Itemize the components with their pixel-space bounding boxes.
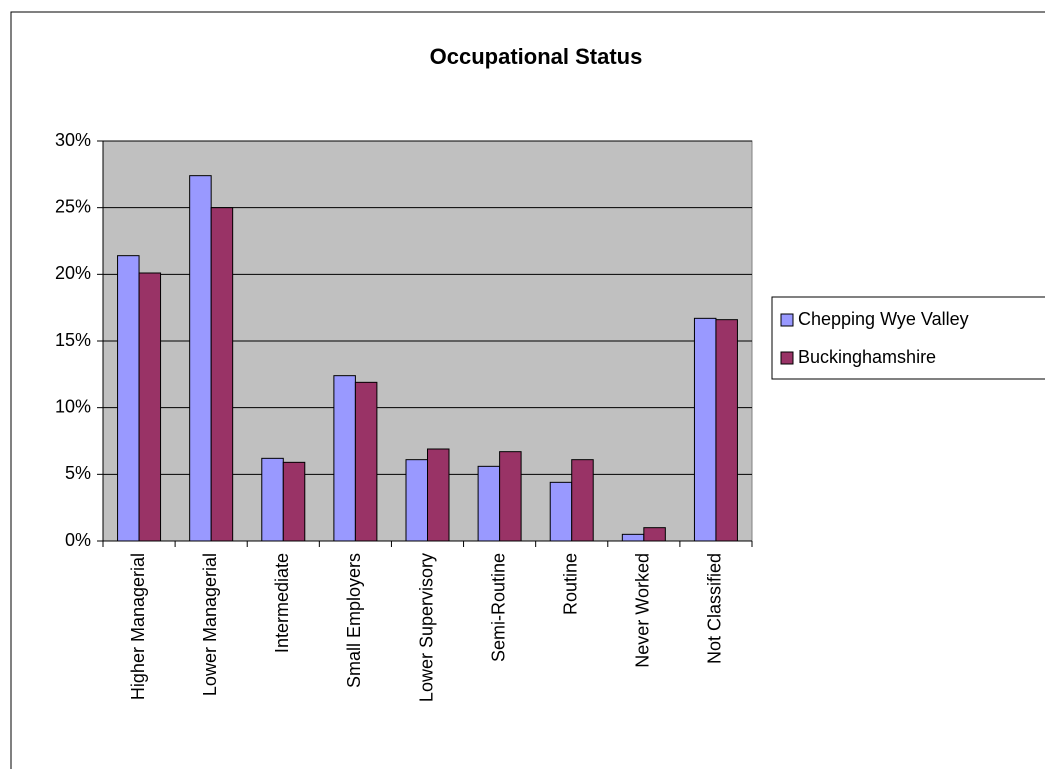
y-tick-label: 20% <box>55 263 91 283</box>
bar <box>693 317 717 542</box>
x-tick-label: Lower Supervisory <box>416 553 436 702</box>
legend-label: Buckinghamshire <box>798 347 936 367</box>
bar <box>138 272 162 542</box>
bar <box>499 451 522 542</box>
x-tick-label: Routine <box>560 553 580 615</box>
bar <box>333 375 356 542</box>
x-tick-label: Higher Managerial <box>128 553 148 700</box>
bar <box>405 459 428 542</box>
legend-swatch <box>780 313 794 327</box>
y-tick-label: 10% <box>55 396 91 416</box>
bar <box>354 381 378 542</box>
y-tick-label: 0% <box>65 530 91 550</box>
bar <box>643 527 666 542</box>
y-tick-label: 15% <box>55 330 91 350</box>
chart-title: Occupational Status <box>430 44 643 69</box>
bar <box>282 461 306 542</box>
x-tick-label: Not Classified <box>705 553 725 664</box>
legend-swatch <box>780 351 794 365</box>
x-tick-label: Intermediate <box>272 553 292 653</box>
bar <box>571 459 594 542</box>
bar <box>621 533 645 542</box>
x-tick-label: Never Worked <box>633 553 653 668</box>
y-tick-label: 5% <box>65 463 91 483</box>
bar <box>261 457 284 542</box>
bar <box>549 481 573 542</box>
bar <box>427 448 450 542</box>
y-tick-label: 30% <box>55 130 91 150</box>
x-tick-label: Semi-Routine <box>488 553 508 662</box>
bar <box>715 319 738 542</box>
y-tick-label: 25% <box>55 196 91 216</box>
bar <box>189 175 212 542</box>
x-tick-label: Lower Managerial <box>200 553 220 696</box>
bar <box>477 465 501 542</box>
legend <box>771 296 1045 380</box>
bar <box>210 207 234 542</box>
legend-label: Chepping Wye Valley <box>798 309 969 329</box>
x-tick-label: Small Employers <box>344 553 364 688</box>
bar <box>117 255 140 542</box>
